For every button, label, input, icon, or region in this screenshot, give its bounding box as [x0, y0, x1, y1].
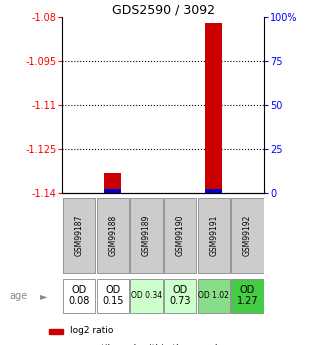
Bar — [96, 198, 129, 273]
Text: GSM99190: GSM99190 — [176, 215, 185, 256]
Bar — [49, 329, 63, 334]
Bar — [205, 189, 222, 193]
Text: GSM99189: GSM99189 — [142, 215, 151, 256]
Text: OD
0.08: OD 0.08 — [68, 285, 90, 306]
Bar — [164, 198, 196, 273]
Bar — [198, 198, 230, 273]
Text: OD 1.02: OD 1.02 — [198, 291, 229, 300]
Title: GDS2590 / 3092: GDS2590 / 3092 — [112, 3, 215, 16]
Text: percentile rank within the sample: percentile rank within the sample — [70, 344, 223, 345]
Bar — [63, 279, 95, 313]
Bar — [164, 279, 196, 313]
Text: OD
1.27: OD 1.27 — [237, 285, 258, 306]
Bar — [231, 198, 264, 273]
Bar — [104, 172, 121, 193]
Text: ►: ► — [40, 291, 48, 301]
Bar — [198, 279, 230, 313]
Text: log2 ratio: log2 ratio — [70, 326, 113, 335]
Bar — [130, 279, 163, 313]
Bar — [96, 279, 129, 313]
Text: GSM99192: GSM99192 — [243, 215, 252, 256]
Bar — [104, 189, 121, 193]
Text: GSM99187: GSM99187 — [75, 215, 84, 256]
Text: age: age — [9, 291, 27, 301]
Text: OD
0.73: OD 0.73 — [169, 285, 191, 306]
Bar — [130, 198, 163, 273]
Bar — [205, 23, 222, 193]
Text: OD 0.34: OD 0.34 — [131, 291, 162, 300]
Text: OD
0.15: OD 0.15 — [102, 285, 123, 306]
Text: GSM99188: GSM99188 — [108, 215, 117, 256]
Bar — [231, 279, 264, 313]
Text: GSM99191: GSM99191 — [209, 215, 218, 256]
Bar — [63, 198, 95, 273]
